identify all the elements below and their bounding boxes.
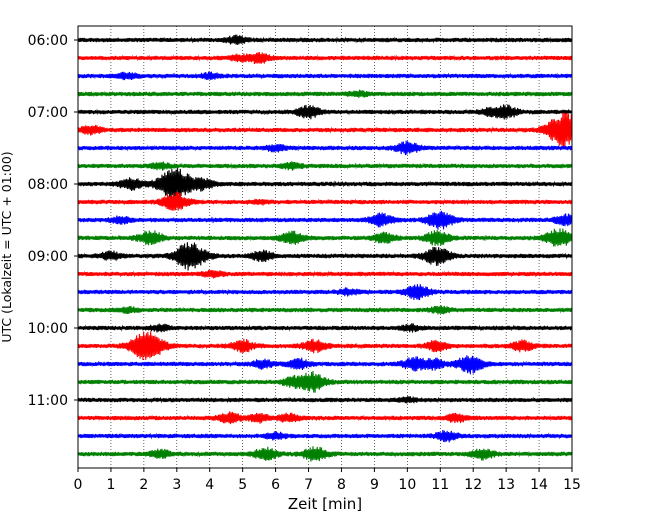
trace-row [77,210,573,230]
trace-row [77,242,573,271]
y-tick-label: 09:00 [28,249,68,265]
x-tick-label: 9 [370,477,379,493]
x-tick-label: 0 [74,477,83,493]
x-tick-label: 5 [238,477,247,493]
trace-row [77,168,573,200]
y-tick-label: 06:00 [28,33,68,49]
y-tick-label: 07:00 [28,105,68,121]
plot-frame [77,25,573,469]
x-tick-label: 2 [139,477,148,493]
y-tick-label: 10:00 [28,321,68,337]
y-axis-label: UTC (Lokalzeit = UTC + 01:00) [0,151,14,342]
trace-row [77,396,573,404]
x-tick-label: 15 [563,477,581,493]
trace-row [77,161,573,171]
trace-row [77,305,573,315]
trace-row [77,89,573,98]
trace-row [77,192,573,211]
x-tick-label: 1 [106,477,115,493]
trace-row [77,34,573,45]
x-tick-label: 3 [172,477,181,493]
x-tick-label: 4 [205,477,214,493]
x-axis-ticks: 0 1 2 3 4 5 6 7 8 9 10 11 12 13 14 15 [74,468,581,493]
x-tick-label: 7 [304,477,313,493]
trace-row [77,331,573,360]
x-tick-label: 8 [337,477,346,493]
trace-row [77,429,573,443]
x-tick-label: 14 [530,477,548,493]
trace-row [77,284,573,301]
trace-row [77,411,573,425]
y-tick-label: 11:00 [28,393,68,409]
trace-row [77,52,573,65]
trace-row [77,112,573,147]
trace-row [77,269,573,279]
x-tick-label: 13 [497,477,515,493]
x-axis-label: Zeit [min] [288,495,362,513]
trace-rows [77,34,573,462]
x-tick-label: 10 [398,477,416,493]
trace-row [77,71,573,81]
y-axis-ticks: 06:00 07:00 08:00 09:00 10:00 11:00 [28,33,78,409]
x-tick-label: 6 [271,477,280,493]
trace-row [77,355,573,375]
y-tick-label: 08:00 [28,177,68,193]
trace-row [77,446,573,462]
trace-row [77,140,573,156]
trace-row [77,104,573,120]
x-tick-label: 12 [464,477,482,493]
x-tick-label: 11 [431,477,449,493]
trace-row [77,228,573,247]
trace-row [77,370,573,393]
trace-row [77,323,573,333]
